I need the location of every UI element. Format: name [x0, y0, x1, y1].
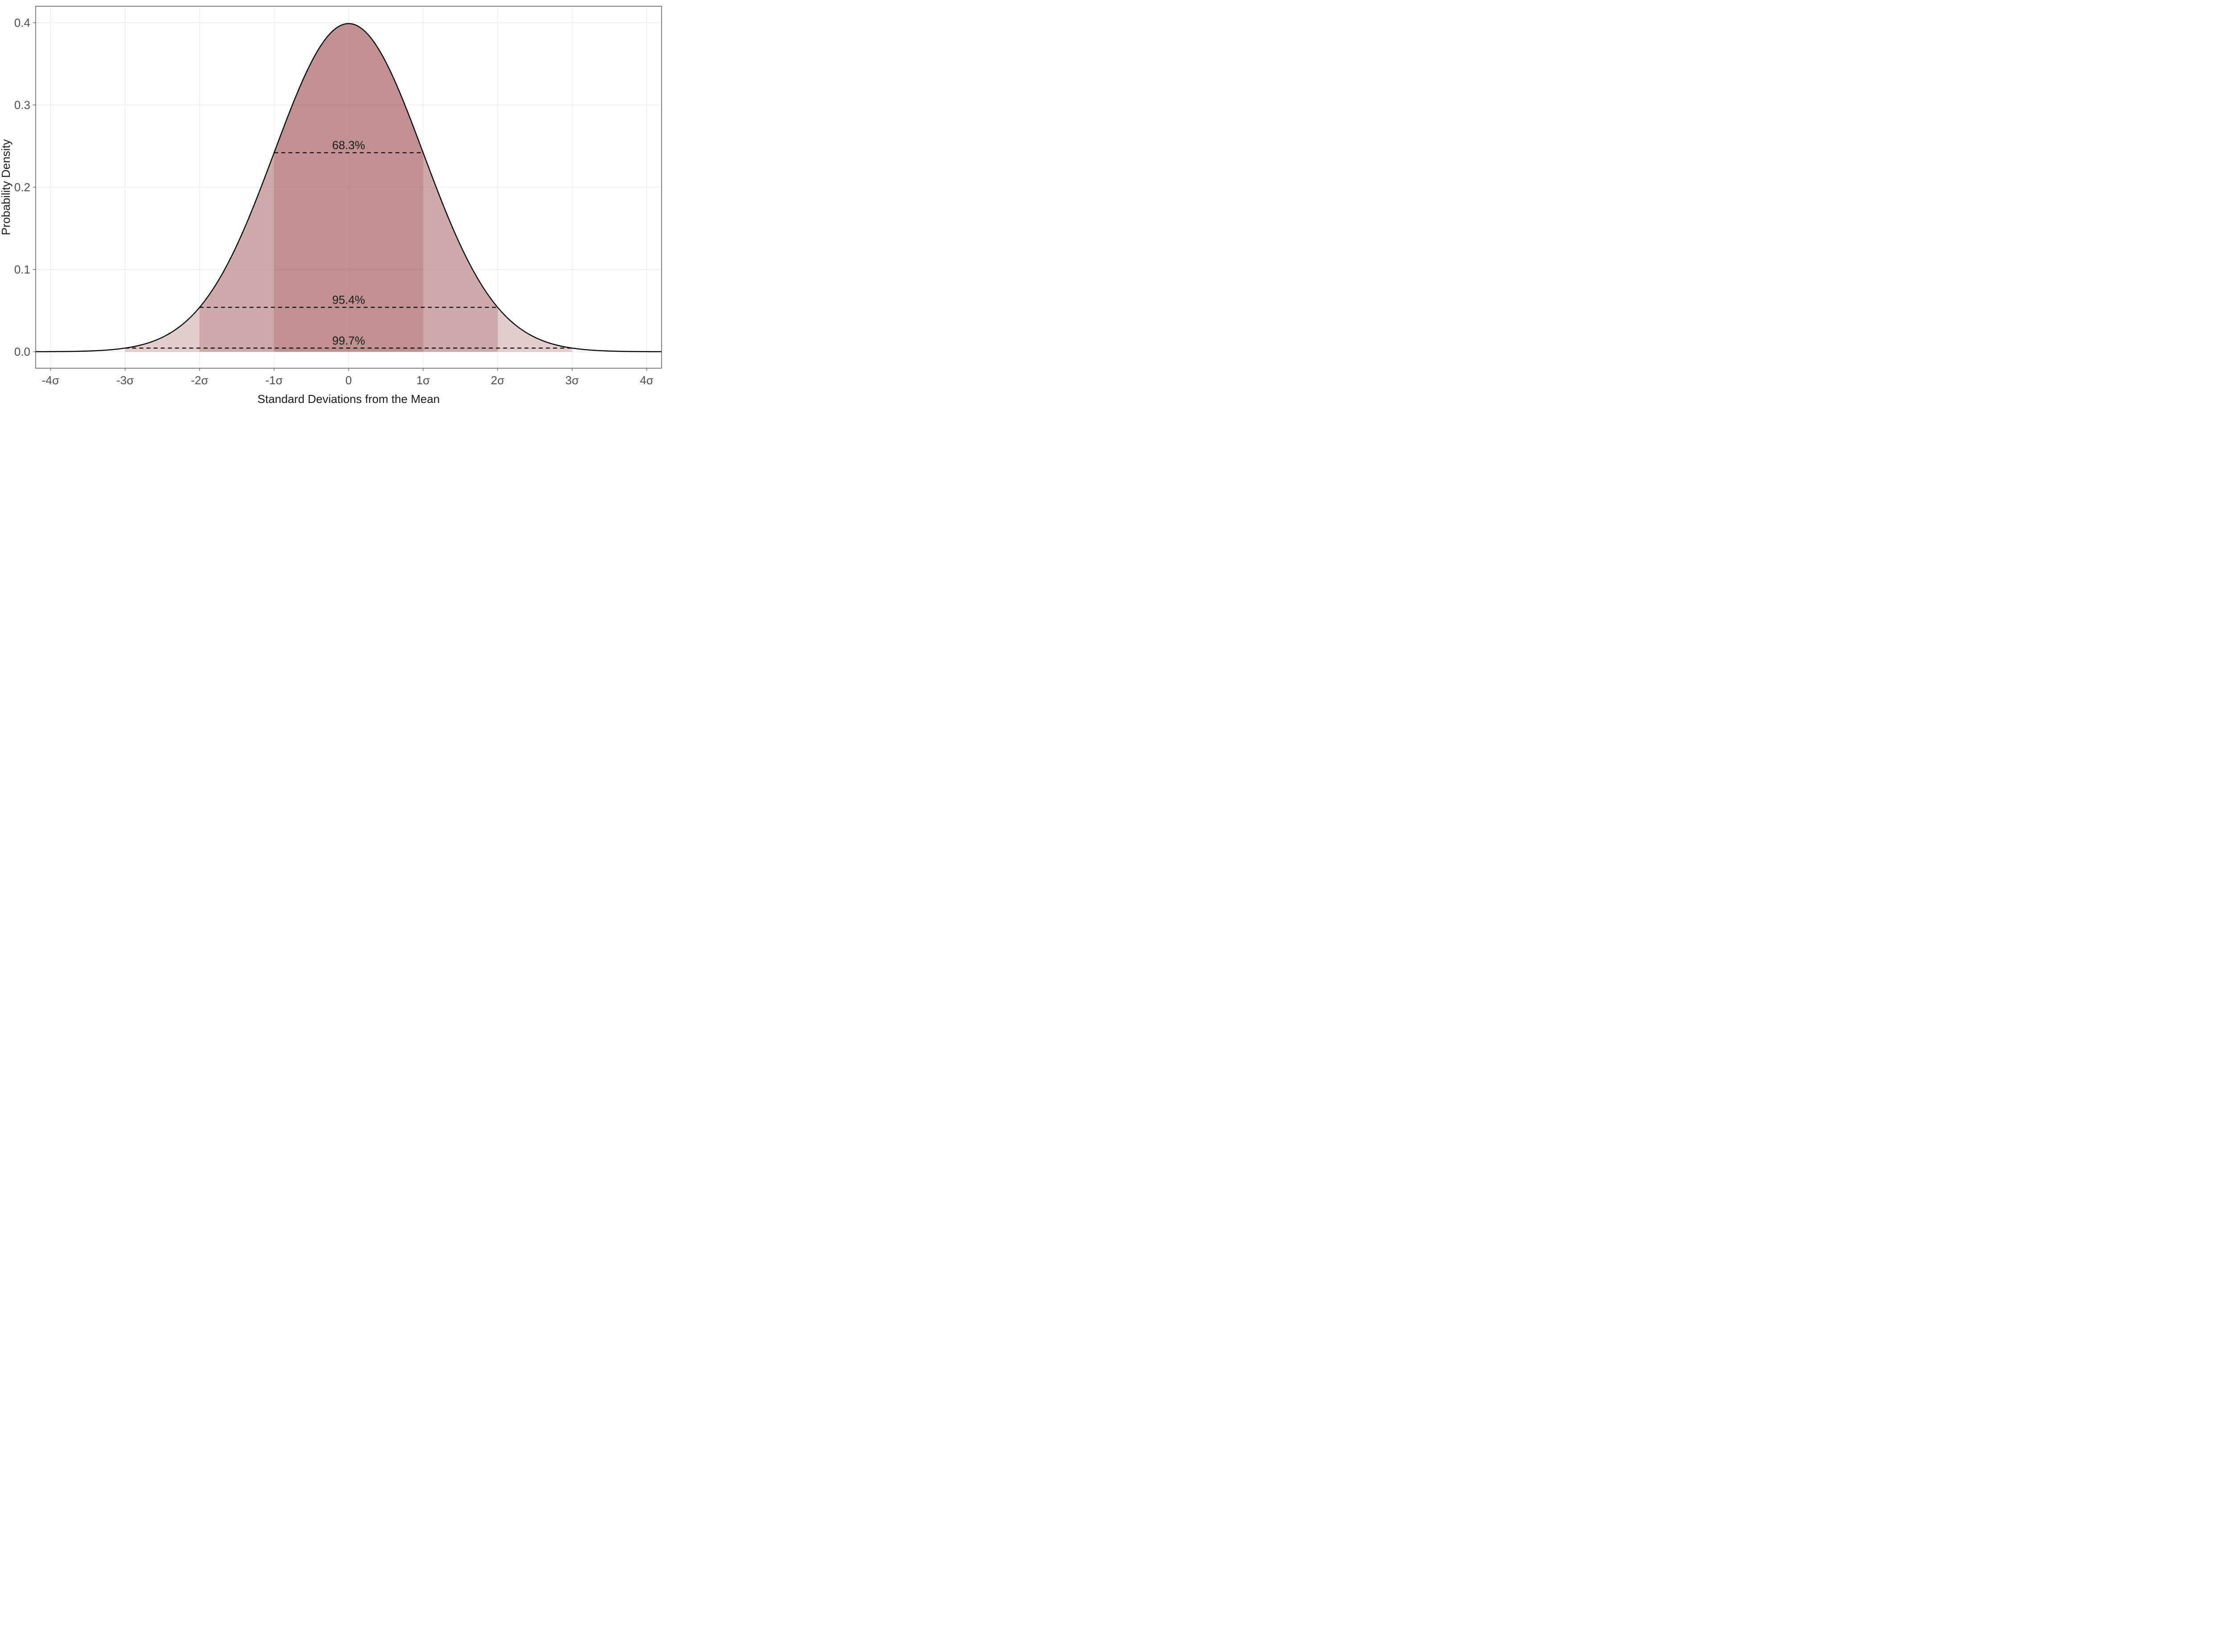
annotation-label: 68.3% [332, 139, 365, 152]
annotation-label: 95.4% [332, 293, 365, 306]
y-tick-label: 0.2 [14, 181, 30, 194]
x-tick-label: -4σ [42, 374, 59, 387]
x-tick-label: -1σ [265, 374, 283, 387]
y-tick-label: 0.0 [14, 345, 30, 358]
x-tick-label: 2σ [491, 374, 505, 387]
y-tick-label: 0.4 [14, 16, 30, 29]
x-tick-label: -3σ [116, 374, 134, 387]
annotation-label: 99.7% [332, 334, 365, 347]
y-axis-title: Probability Density [0, 139, 12, 235]
x-tick-label: 4σ [640, 374, 654, 387]
x-axis-title: Standard Deviations from the Mean [258, 392, 440, 406]
x-tick-label: -2σ [191, 374, 208, 387]
y-tick-label: 0.3 [14, 99, 30, 112]
x-tick-label: 0 [345, 374, 352, 387]
x-tick-label: 1σ [416, 374, 430, 387]
y-tick-label: 0.1 [14, 263, 30, 276]
x-tick-label: 3σ [565, 374, 579, 387]
normal-distribution-chart: 68.3% 95.4% 99.7% -4σ -3σ -2σ -1σ 0 1σ 2σ 3σ 4σ 0.0 0… [0, 0, 668, 413]
